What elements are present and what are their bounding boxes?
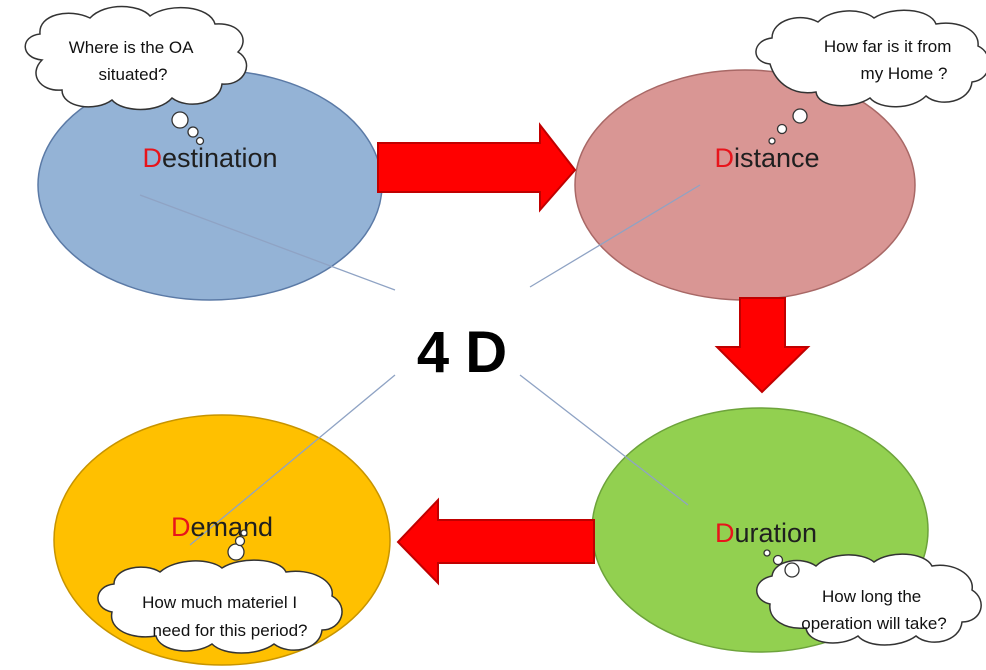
connector-distance — [529, 184, 701, 288]
duration-dot-2 — [772, 554, 784, 566]
demand-question-line-1: How much materiel I — [142, 593, 297, 612]
distance-question: How far is it from my Home ? — [824, 37, 956, 83]
distance-label-initial: D — [714, 143, 734, 173]
duration-label-initial: D — [715, 518, 735, 548]
duration-label-rest: uration — [734, 518, 817, 548]
demand-thought-bubble: How much materiel I need for this period… — [97, 529, 343, 654]
duration-thought-bubble: How long the operation will take? — [756, 549, 982, 646]
destination-label-rest: estination — [162, 143, 278, 173]
connector-lines — [139, 184, 701, 546]
destination-dot-2 — [187, 126, 199, 138]
distance-question-line-1: How far is it from — [824, 37, 952, 56]
duration-question: How long the operation will take? — [801, 587, 947, 633]
distance-dot-3 — [768, 137, 776, 145]
distance-circle — [574, 69, 916, 301]
distance-dot-2 — [776, 123, 788, 135]
destination-thought-bubble: Where is the OA situated? — [24, 5, 248, 146]
duration-question-line-2: operation will take? — [801, 614, 947, 633]
distance-label: Distance — [714, 143, 819, 173]
arrow-distance-to-duration — [714, 297, 811, 394]
demand-label-rest: emand — [190, 512, 273, 542]
demand-dot-2 — [234, 535, 246, 547]
demand-dot-3 — [240, 529, 248, 537]
destination-question-line-1: Where is the OA — [69, 38, 194, 57]
connector-duration — [519, 374, 689, 506]
distance-cloud — [755, 9, 986, 108]
destination-label: Destination — [142, 143, 277, 173]
arrow-duration-to-demand — [396, 497, 595, 586]
arrow-destination-to-distance — [377, 122, 577, 213]
duration-dot-3 — [763, 549, 771, 557]
duration-question-line-1: How long the — [822, 587, 921, 606]
duration-cloud — [756, 553, 982, 646]
connector-demand — [189, 374, 396, 546]
destination-question-line-2: situated? — [99, 65, 168, 84]
distance-dot-1 — [792, 108, 808, 124]
connector-destination — [139, 194, 396, 291]
center-title: 4 D — [417, 320, 507, 385]
distance-label-rest: istance — [734, 143, 820, 173]
demand-label-initial: D — [171, 512, 191, 542]
demand-label: Demand — [171, 512, 273, 542]
duration-dot-1 — [784, 562, 800, 578]
duration-label: Duration — [715, 518, 817, 548]
destination-question: Where is the OA situated? — [69, 38, 198, 84]
destination-label-initial: D — [142, 143, 162, 173]
destination-dot-1 — [171, 111, 189, 129]
demand-question-line-2: need for this period? — [153, 621, 308, 640]
demand-question: How much materiel I need for this period… — [142, 593, 307, 640]
demand-dot-1 — [227, 543, 245, 561]
destination-dot-3 — [195, 136, 205, 146]
destination-cloud — [24, 5, 248, 111]
distance-thought-bubble: How far is it from my Home ? — [755, 9, 986, 145]
demand-cloud — [97, 559, 343, 654]
distance-question-line-2: my Home ? — [861, 64, 948, 83]
